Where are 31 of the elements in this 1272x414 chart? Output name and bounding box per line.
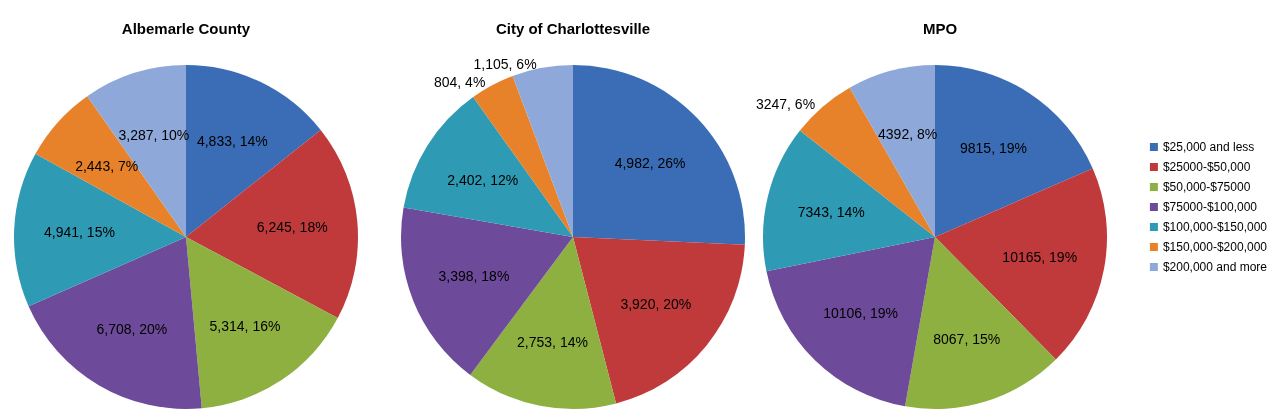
data-label: 4392, 8% <box>878 125 938 142</box>
data-label: 10165, 19% <box>1002 249 1078 266</box>
chart-title: Albemarle County <box>121 20 251 37</box>
data-label: 1,105, 6% <box>473 55 537 72</box>
data-label: 3,287, 10% <box>118 127 190 144</box>
data-label: 3,398, 18% <box>438 268 510 285</box>
data-label: 6,245, 18% <box>256 219 328 236</box>
legend-label: $75000-$100,000 <box>1162 200 1258 214</box>
legend-label: $25000-$50,000 <box>1162 160 1251 174</box>
data-label: 7343, 14% <box>797 204 865 221</box>
data-label: 8067, 15% <box>933 330 1001 347</box>
data-label: 3,920, 20% <box>620 296 692 313</box>
data-label: 4,982, 26% <box>614 155 686 172</box>
legend-label: $150,000-$200,000 <box>1162 240 1268 254</box>
data-label: 6,708, 20% <box>96 320 168 337</box>
data-label: 4,941, 15% <box>44 224 115 241</box>
data-label: 9815, 19% <box>959 139 1027 156</box>
data-label: 3247, 6% <box>755 95 816 112</box>
legend-label: $200,000 and more <box>1162 260 1268 274</box>
chart-title: City of Charlottesville <box>495 20 651 37</box>
data-label: 2,443, 7% <box>75 157 139 174</box>
data-label: 2,402, 12% <box>447 172 519 189</box>
data-label: 10106, 19% <box>823 305 898 322</box>
legend-label: $50,000-$75000 <box>1162 180 1251 194</box>
chart-title: MPO <box>922 20 958 37</box>
data-label: 4,833, 14% <box>196 132 268 149</box>
data-label: 2,753, 14% <box>517 333 588 350</box>
data-label: 5,314, 16% <box>209 317 281 334</box>
legend-label: $100,000-$150,000 <box>1162 220 1268 234</box>
data-label: 804, 4% <box>433 73 486 90</box>
legend-label: $25,000 and less <box>1162 140 1255 154</box>
